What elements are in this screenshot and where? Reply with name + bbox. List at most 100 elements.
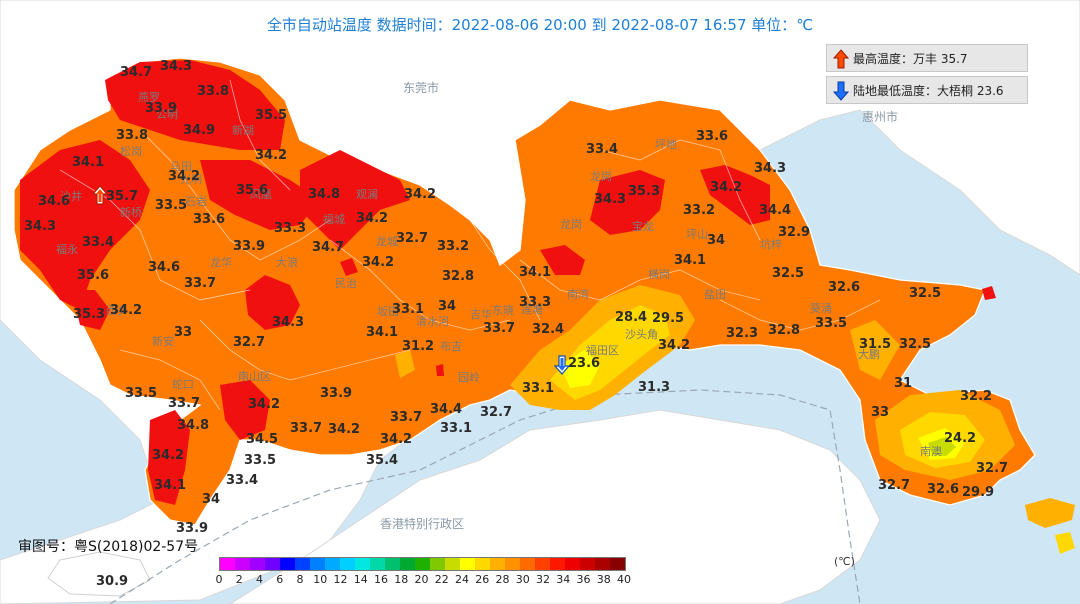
temp-value: 33.1 bbox=[522, 381, 554, 396]
temp-value: 35.3 bbox=[628, 184, 660, 199]
temp-value: 33.3 bbox=[274, 221, 306, 236]
scale-tick-label: 36 bbox=[576, 573, 591, 586]
temp-value: 29.9 bbox=[962, 485, 994, 500]
temp-value: 35.4 bbox=[366, 453, 398, 468]
district-label: 福永 bbox=[56, 242, 78, 256]
min-temp-marker-icon bbox=[553, 355, 571, 375]
color-scale-unit: (℃) bbox=[834, 555, 855, 568]
district-label: 大浪 bbox=[276, 255, 298, 269]
hot-zones bbox=[20, 60, 996, 505]
temp-value: 33.4 bbox=[82, 235, 114, 250]
hong-kong-land bbox=[229, 409, 881, 604]
district-label: 东晓 bbox=[492, 304, 514, 317]
temp-value: 32.2 bbox=[960, 389, 992, 404]
district-label: 蛇口 bbox=[172, 377, 194, 391]
scale-tick-label: 8 bbox=[296, 573, 304, 586]
temp-value: 32.6 bbox=[927, 482, 959, 497]
sea-boundary bbox=[109, 389, 861, 604]
color-swatch bbox=[610, 558, 625, 570]
color-swatch bbox=[535, 558, 550, 570]
up-arrow-icon bbox=[833, 49, 849, 69]
temp-value: 33.9 bbox=[145, 101, 177, 116]
district-label: 光明 bbox=[180, 172, 202, 186]
temp-value: 33.1 bbox=[392, 302, 424, 317]
temp-value: 34.6 bbox=[148, 260, 180, 275]
temp-value: 32.5 bbox=[772, 266, 804, 281]
color-swatch bbox=[355, 558, 370, 570]
temp-value: 34.2 bbox=[248, 397, 280, 412]
scale-tick-label: 30 bbox=[515, 573, 530, 586]
district-label: 公明 bbox=[156, 108, 178, 121]
color-swatch bbox=[415, 558, 430, 570]
down-arrow-icon bbox=[833, 81, 849, 101]
district-label: 吉华 bbox=[470, 307, 492, 321]
place-dongguan: 东莞市 bbox=[403, 80, 439, 95]
color-swatch bbox=[580, 558, 595, 570]
district-label: 南湾 bbox=[567, 287, 589, 301]
color-swatch bbox=[295, 558, 310, 570]
temp-value: 34.9 bbox=[183, 123, 215, 138]
temp-value: 34.2 bbox=[658, 338, 690, 353]
district-label: 龙岗 bbox=[560, 218, 582, 231]
district-label: 南澳 bbox=[920, 445, 942, 458]
temp-value: 31.3 bbox=[638, 380, 670, 395]
color-swatch bbox=[265, 558, 280, 570]
color-swatch bbox=[430, 558, 445, 570]
color-swatch bbox=[220, 558, 235, 570]
temp-value: 35.6 bbox=[77, 268, 109, 283]
temp-value: 33.2 bbox=[437, 239, 469, 254]
scale-tick-label: 2 bbox=[235, 573, 243, 586]
district-label: 坂田 bbox=[377, 305, 399, 318]
place-huizhou: 惠州市 bbox=[862, 109, 898, 124]
temp-value: 34.1 bbox=[674, 253, 706, 268]
temp-value: 33.7 bbox=[290, 421, 322, 436]
district-label: 盐田 bbox=[704, 288, 726, 301]
district-labels: 燕罗 公明 新湖 松岗 沙井 新桥 马田 光明 凤凰 观澜 福永 西乡 石岩 大… bbox=[56, 91, 942, 458]
temp-value: 34.1 bbox=[154, 478, 186, 493]
color-swatch bbox=[385, 558, 400, 570]
temp-value: 34.2 bbox=[356, 211, 388, 226]
temp-value: 33.8 bbox=[197, 84, 229, 99]
temp-value: 34.1 bbox=[72, 155, 104, 170]
district-label: 沙井 bbox=[60, 189, 82, 203]
color-swatch bbox=[505, 558, 520, 570]
map-title: 全市自动站温度 数据时间：2022-08-06 20:00 到 2022-08-… bbox=[266, 16, 814, 34]
color-swatch bbox=[565, 558, 580, 570]
temp-value: 28.4 bbox=[615, 310, 647, 325]
district-label: 龙岗 bbox=[590, 170, 612, 183]
temp-value: 32.7 bbox=[396, 231, 428, 246]
district-label: 福田区 bbox=[586, 343, 619, 357]
temperature-values: 34.7 34.3 33.8 33.9 35.5 34.9 33.8 34.2 … bbox=[24, 59, 1008, 589]
temp-value: 33.9 bbox=[176, 521, 208, 536]
temp-value: 34.8 bbox=[308, 187, 340, 202]
temp-value: 32.5 bbox=[899, 337, 931, 352]
temp-value: 34.3 bbox=[24, 219, 56, 234]
temp-value: 33.7 bbox=[184, 276, 216, 291]
temp-value: 33.6 bbox=[193, 212, 225, 227]
scale-tick-label: 14 bbox=[353, 573, 368, 586]
temp-value: 34.2 bbox=[110, 303, 142, 318]
district-label: 坑梓 bbox=[760, 237, 782, 251]
district-label: 布吉 bbox=[440, 340, 462, 353]
temp-value: 32.4 bbox=[532, 322, 564, 337]
temp-value: 34.2 bbox=[404, 187, 436, 202]
temp-value: 35.6 bbox=[236, 183, 268, 198]
color-swatch bbox=[445, 558, 460, 570]
scale-tick-label: 16 bbox=[374, 573, 388, 586]
scale-tick-label: 4 bbox=[256, 573, 263, 586]
temp-value: 33.7 bbox=[390, 410, 422, 425]
temp-value: 35.3 bbox=[73, 307, 105, 322]
temp-value: 34.3 bbox=[754, 161, 786, 176]
temp-value: 33.2 bbox=[683, 203, 715, 218]
district-label: 坪地 bbox=[655, 138, 677, 151]
temp-value: 32.9 bbox=[778, 225, 810, 240]
color-swatch bbox=[550, 558, 565, 570]
temp-value: 33.5 bbox=[125, 386, 157, 401]
temp-value: 34.7 bbox=[120, 65, 152, 80]
temp-value: 32.7 bbox=[233, 335, 265, 350]
temp-value: 33.3 bbox=[519, 295, 551, 310]
temp-value: 34 bbox=[202, 492, 220, 507]
scale-tick-label: 38 bbox=[596, 573, 611, 586]
scale-tick-label: 24 bbox=[455, 573, 469, 586]
